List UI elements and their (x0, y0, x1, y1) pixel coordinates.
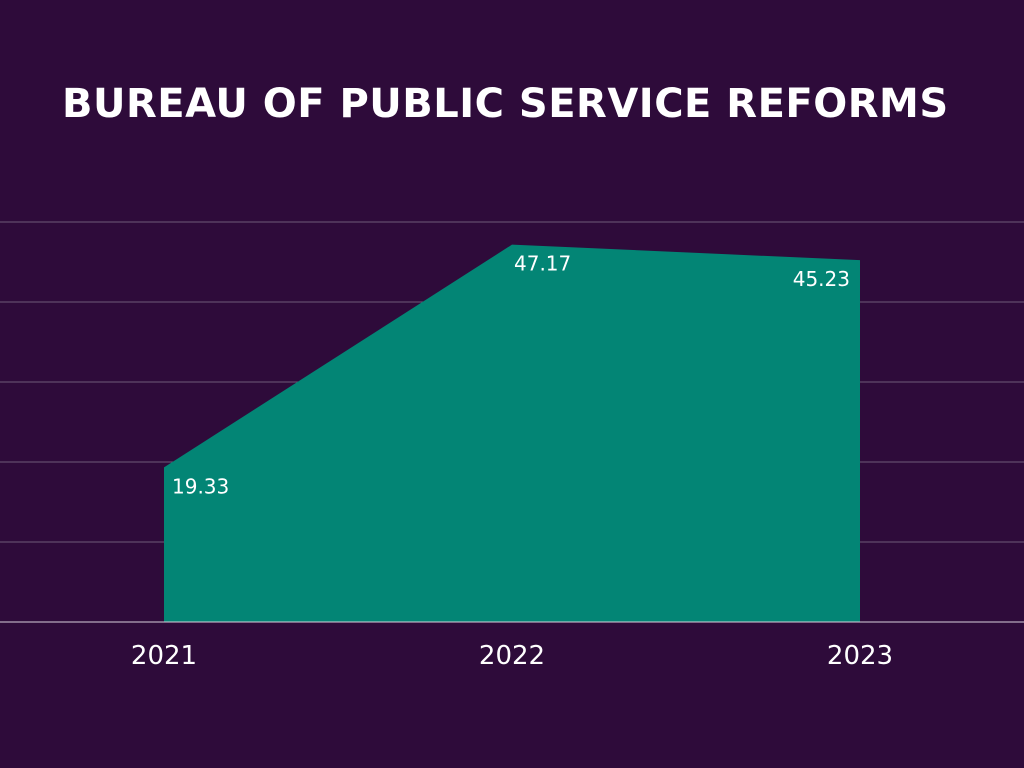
chart-title: BUREAU OF PUBLIC SERVICE REFORMS (62, 81, 949, 127)
x-tick-label-2023: 2023 (827, 641, 893, 671)
data-labels: 19.33 47.17 45.23 (172, 252, 850, 499)
area-series (164, 244, 860, 622)
data-label-2023: 45.23 (793, 267, 850, 291)
x-tick-label-2022: 2022 (479, 641, 545, 671)
area-fill (164, 244, 860, 622)
data-label-2021: 19.33 (172, 474, 229, 498)
data-label-2022: 47.17 (514, 252, 571, 276)
x-tick-label-2021: 2021 (131, 641, 197, 671)
x-tick-labels: 2021 2022 2023 (131, 641, 893, 671)
